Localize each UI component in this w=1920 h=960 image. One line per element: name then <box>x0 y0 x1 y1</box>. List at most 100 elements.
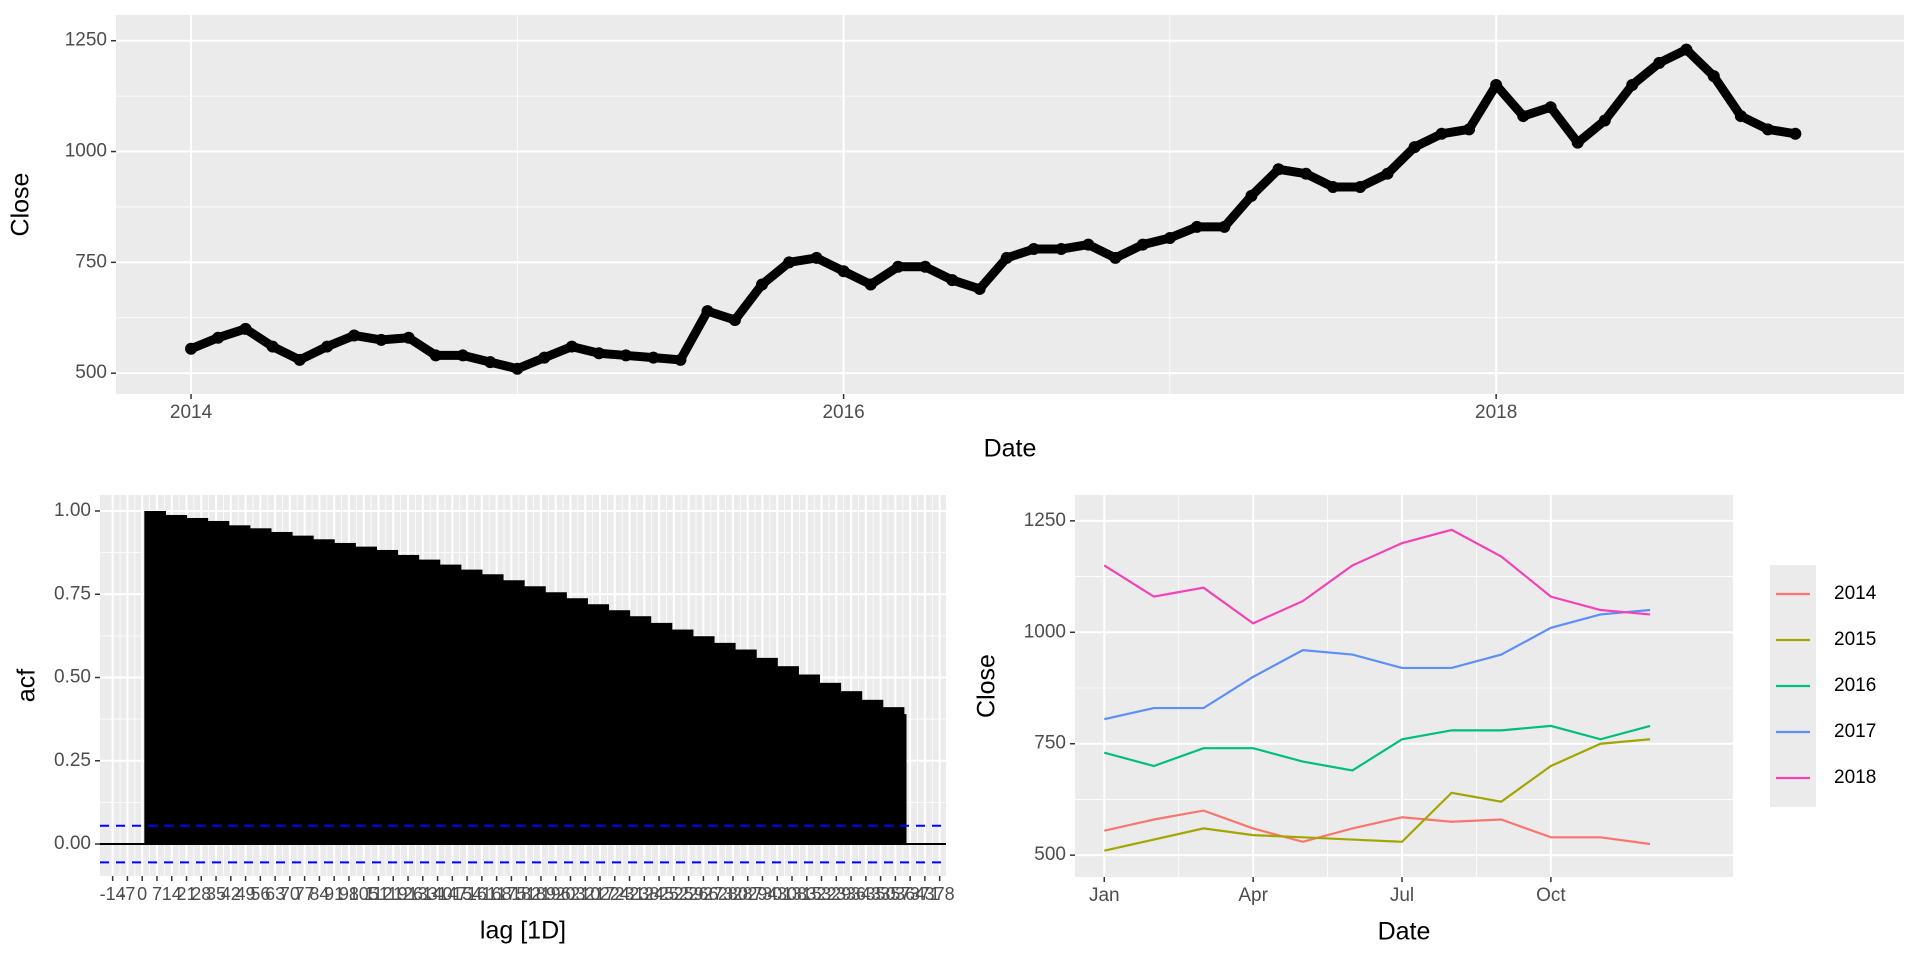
y-tick-label: 0.50 <box>54 667 91 688</box>
series-line <box>1103 724 1651 772</box>
point <box>647 351 660 364</box>
x-tick-label: 112 <box>364 884 393 904</box>
x-tick-label: 182 <box>511 884 541 904</box>
x-tick-label: 21 <box>176 884 196 904</box>
bar <box>819 682 842 845</box>
x-tick-label: 119 <box>379 884 408 904</box>
x-tick-label: 42 <box>221 884 241 904</box>
point <box>1490 79 1503 92</box>
x-tick-label: 364 <box>895 884 925 904</box>
point <box>1761 123 1774 136</box>
bar <box>207 520 230 845</box>
x-tick-label: 0 <box>137 884 147 904</box>
x-tick-label: 147 <box>437 884 467 904</box>
x-tick-label: 336 <box>836 884 866 904</box>
x-tick-label: 91 <box>324 884 344 904</box>
legend-label: 2017 <box>1834 721 1876 742</box>
bar <box>270 531 293 845</box>
point <box>321 340 334 353</box>
point <box>565 340 578 353</box>
point <box>1245 189 1258 202</box>
y-tick-label: 500 <box>75 362 107 383</box>
point <box>837 265 850 278</box>
y-tick-label: 1000 <box>65 141 107 162</box>
bar <box>692 636 715 845</box>
x-tick-label: 357 <box>880 884 910 904</box>
point <box>456 349 469 362</box>
series-line <box>1104 809 1651 846</box>
point <box>402 331 415 344</box>
x-tick-label: 210 <box>570 884 600 904</box>
x-tick-label: Jul <box>1390 885 1414 906</box>
legend-label: 2015 <box>1834 629 1876 650</box>
x-tick-label: 133 <box>408 884 438 904</box>
point <box>1734 110 1747 123</box>
bar <box>629 616 652 845</box>
point <box>1680 43 1693 56</box>
point <box>592 347 605 360</box>
legend-label: 2016 <box>1834 675 1876 696</box>
bar <box>165 514 188 845</box>
point <box>1544 101 1557 114</box>
bar <box>186 517 209 845</box>
bar <box>777 666 799 845</box>
point <box>1109 251 1122 264</box>
y-tick-label: 500 <box>1034 844 1066 865</box>
x-tick-label: 315 <box>792 884 822 904</box>
point <box>212 331 225 344</box>
point <box>946 274 959 287</box>
point <box>429 349 442 362</box>
bar <box>861 699 884 845</box>
y-tick-label: 750 <box>75 251 107 272</box>
point <box>1381 167 1394 180</box>
x-tick-label: 266 <box>688 884 718 904</box>
point <box>864 278 877 291</box>
bar <box>418 559 441 845</box>
y-axis-title: Close <box>973 654 1001 718</box>
point <box>1136 238 1149 251</box>
point <box>701 305 714 318</box>
point <box>1626 79 1639 92</box>
series-line <box>1103 528 1651 625</box>
bar <box>840 691 863 845</box>
x-tick-label: Jan <box>1089 885 1120 906</box>
x-axis-title: lag [1D] <box>480 917 566 945</box>
point <box>674 353 687 366</box>
x-tick-label: 168 <box>482 884 512 904</box>
x-tick-label: 140 <box>423 884 453 904</box>
legend-label: 2018 <box>1834 767 1876 788</box>
point <box>810 251 823 264</box>
x-tick-label: 371 <box>910 884 940 904</box>
x-tick-label: 49 <box>236 884 256 904</box>
x-tick-label: Oct <box>1536 885 1566 906</box>
point <box>484 356 497 369</box>
x-tick-label: 231 <box>615 884 645 904</box>
x-tick-label: 161 <box>467 884 497 904</box>
point <box>266 340 279 353</box>
point <box>1408 141 1421 154</box>
series-line <box>1104 738 1651 852</box>
point <box>1463 123 1476 136</box>
point <box>239 322 252 335</box>
x-tick-label: 343 <box>851 884 881 904</box>
series-line <box>1104 608 1651 721</box>
x-tick-label: 105 <box>349 884 379 904</box>
point <box>919 260 932 273</box>
y-axis-title: acf <box>13 669 41 702</box>
x-tick-label: 2018 <box>1475 402 1517 423</box>
y-tick-label: 1250 <box>65 30 107 51</box>
point <box>728 313 741 326</box>
point <box>1218 220 1231 233</box>
x-tick-label: 196 <box>541 884 571 904</box>
point <box>1789 127 1802 140</box>
x-tick-label: 98 <box>339 884 359 904</box>
point <box>1354 180 1367 193</box>
x-axis-title: Date <box>984 435 1037 463</box>
bar <box>249 528 272 845</box>
point <box>511 362 524 375</box>
bar <box>144 510 167 845</box>
point <box>1598 114 1611 127</box>
x-tick-label: 350 <box>866 884 896 904</box>
x-tick-label: 63 <box>265 884 285 904</box>
x-tick-label: 126 <box>393 884 423 904</box>
